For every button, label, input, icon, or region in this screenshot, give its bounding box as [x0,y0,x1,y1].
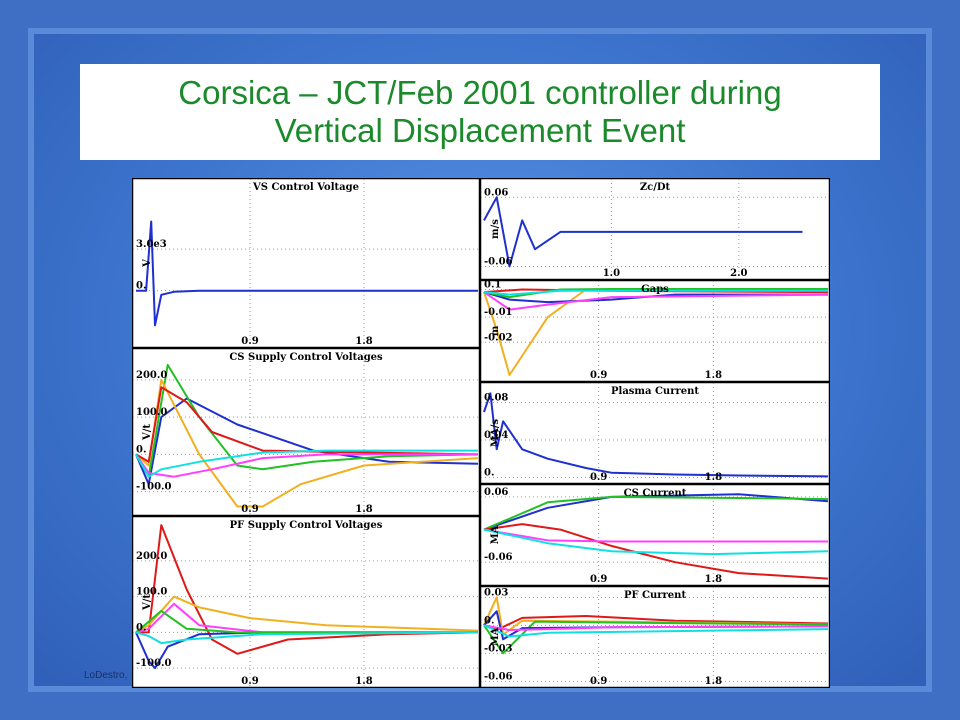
y-axis-label: MA [490,525,501,544]
series-line-5-5 [483,288,828,299]
slide-title: Corsica – JCT/Feb 2001 controller during… [80,74,880,150]
x-tick-label: 0.9 [241,336,258,347]
plot-frame-3 [132,515,481,688]
y-tick-label: 200.0 [136,551,167,562]
x-tick-label: 1.8 [705,370,722,381]
y-tick-label: -0.06 [484,552,513,563]
series-line-3-2 [135,595,479,634]
plot-title: CS Supply Control Voltages [229,352,383,363]
plot-frame-2 [132,347,481,517]
plot-title: Plasma Current [611,386,699,397]
y-tick-label: 100.0 [136,587,167,598]
y-tick-label: 0. [136,444,146,455]
x-tick-label: 0.9 [241,676,258,687]
y-axis-label: MA/s [490,419,501,447]
y-tick-label: -0.06 [484,256,513,267]
x-tick-label: 1.8 [355,676,372,687]
y-tick-label: 0.1 [484,280,501,291]
plot-frame-6 [479,381,830,485]
y-tick-label: 0.04 [484,430,508,441]
series-line-8-5 [483,624,829,631]
y-tick-label: 3.0e3 [136,239,167,250]
series-line-5-3 [483,291,829,311]
y-tick-label: 0.08 [484,393,508,404]
y-tick-label: 0.03 [484,587,508,598]
y-tick-label: 0. [136,622,146,633]
series-line-7-4 [483,528,828,543]
x-tick-label: 1.8 [705,472,722,483]
series-line-2-5 [135,453,478,478]
series-line-5-6 [483,289,828,296]
y-tick-label: -100.0 [136,482,172,493]
series-line-7-5 [483,528,829,556]
plot-frame-4 [479,178,830,281]
plot-title: PF Supply Control Voltages [230,520,383,531]
title-line-2: Vertical Displacement Event [274,112,686,149]
x-tick-label: 1.8 [355,504,372,515]
plot-title: Zc/Dt [640,182,671,193]
y-tick-label: 0. [484,615,494,626]
x-tick-label: 0.9 [590,676,607,687]
y-tick-label: 200.0 [136,370,167,381]
series-line-7-3 [483,523,829,580]
y-axis-label: MA [490,627,501,646]
series-line-2-2 [135,363,479,478]
x-tick-label: 1.8 [355,336,372,347]
series-line-3-5 [135,609,478,634]
y-tick-label: 0.06 [484,187,508,198]
y-tick-label: 100.0 [136,407,167,418]
y-tick-label: 0. [484,467,494,478]
footer-author: LoDestro, [84,670,128,681]
y-tick-label: -100.0 [136,658,172,669]
series-line-8-3 [483,620,829,655]
x-tick-label: 1.8 [705,676,722,687]
plot-frame-7 [479,483,830,587]
x-tick-label: 1.0 [603,268,620,279]
x-tick-label: 2.0 [730,268,747,279]
series-line-7-2 [483,495,829,531]
x-tick-label: 1.8 [705,574,722,585]
y-axis-label: V [142,259,153,268]
plot-frame-8 [479,585,830,688]
y-axis-label: V/t [142,594,153,611]
plot-title: Gaps [641,284,669,295]
plots-svg: VS Control Voltage 3.0e3 0. 0.9 1.8 V CS Suppl… [132,178,830,688]
series-line-8-6 [483,624,829,638]
x-tick-label: 0.9 [590,472,607,483]
y-tick-label: 0. [136,281,146,292]
x-tick-label: 0.9 [241,504,258,515]
y-axis-label: m [490,325,501,336]
title-box: Corsica – JCT/Feb 2001 controller during… [80,64,880,160]
plot-panel-group: VS Control Voltage 3.0e3 0. 0.9 1.8 V CS Suppl… [132,178,830,688]
series-line-3-1 [136,524,479,655]
x-tick-label: 0.9 [590,574,607,585]
series-line-3-6 [135,631,479,645]
series-line-6-1 [483,392,829,478]
series-line-2-6 [135,449,478,478]
y-axis-label: m/s [490,219,501,239]
y-tick-label: -0.01 [484,307,513,318]
series-line-2-4 [135,386,479,463]
y-tick-label: -0.03 [484,643,513,654]
x-tick-label: 0.9 [590,370,607,381]
plot-title: CS Current [624,488,687,499]
plot-title: PF Current [624,590,687,601]
y-tick-label: -0.06 [484,671,513,682]
plot-frame-1 [132,178,481,349]
series-line-4-1 [483,196,803,268]
y-tick-label: -0.02 [484,332,513,343]
series-line-1-1 [136,220,478,327]
title-line-1: Corsica – JCT/Feb 2001 controller during [178,74,782,111]
y-axis-label: V/t [142,424,153,441]
y-tick-label: 0.06 [484,487,508,498]
plot-title: VS Control Voltage [252,182,359,193]
